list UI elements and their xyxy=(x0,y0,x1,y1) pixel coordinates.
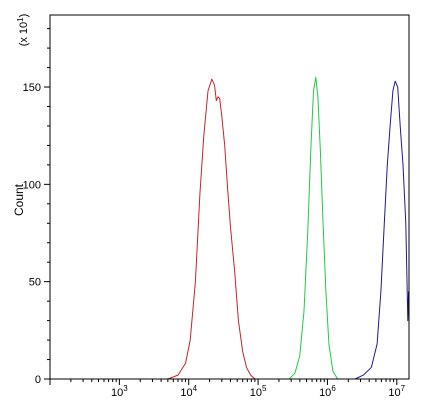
y-multiplier-exponent: 1 xyxy=(16,17,25,22)
x-tick-label: 104 xyxy=(180,384,197,399)
x-tick-label: 105 xyxy=(250,384,267,399)
x-tick-label-exponent: 6 xyxy=(331,384,336,393)
x-tick-label-base: 10 xyxy=(250,387,262,399)
x-tick-label: 103 xyxy=(111,384,128,399)
series-layer xyxy=(167,76,410,380)
x-tick-label-base: 10 xyxy=(319,387,331,399)
y-multiplier-suffix: ) xyxy=(18,14,30,18)
x-tick-label-base: 10 xyxy=(180,387,192,399)
y-multiplier-prefix: (x 10 xyxy=(18,22,30,46)
x-tick-label-base: 10 xyxy=(111,387,123,399)
svg-text:(x 101): (x 101) xyxy=(16,14,30,47)
x-tick-label-exponent: 3 xyxy=(123,384,128,393)
histogram-series-1 xyxy=(167,78,256,380)
y-axis-label: Count xyxy=(12,183,26,216)
x-tick-label: 107 xyxy=(388,384,405,399)
x-tick-label-base: 10 xyxy=(388,387,400,399)
plot-frame xyxy=(49,14,410,380)
x-tick-label-exponent: 7 xyxy=(401,384,406,393)
x-tick-label-exponent: 4 xyxy=(193,384,198,393)
y-tick-label: 100 xyxy=(23,179,41,191)
y-tick-label: 150 xyxy=(23,82,41,94)
y-tick-label: 50 xyxy=(29,277,41,289)
x-tick-label: 106 xyxy=(319,384,336,399)
y-tick-label: 0 xyxy=(35,374,41,386)
y-axis-multiplier-label: (x 101) xyxy=(16,14,30,47)
histogram-series-3 xyxy=(354,80,410,380)
x-tick-label-exponent: 5 xyxy=(262,384,267,393)
histogram-series-2 xyxy=(288,76,339,380)
